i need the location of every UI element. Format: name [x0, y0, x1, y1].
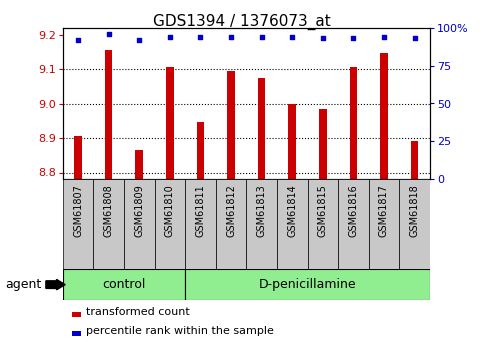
Text: GSM61807: GSM61807: [73, 184, 83, 237]
Text: GSM61817: GSM61817: [379, 184, 389, 237]
Point: [227, 34, 235, 39]
Bar: [288, 104, 296, 179]
Bar: [338, 179, 369, 269]
Text: GSM61814: GSM61814: [287, 184, 297, 237]
Text: GSM61813: GSM61813: [256, 184, 267, 237]
Text: agent: agent: [5, 278, 41, 291]
Bar: [216, 179, 246, 269]
Bar: [277, 179, 308, 269]
Bar: [135, 150, 143, 179]
Text: D-penicillamine: D-penicillamine: [259, 278, 356, 291]
Bar: [105, 50, 113, 179]
Point: [411, 36, 418, 41]
Text: GSM61811: GSM61811: [196, 184, 205, 237]
Bar: [411, 141, 418, 179]
Bar: [399, 179, 430, 269]
Text: GSM61809: GSM61809: [134, 184, 144, 237]
Point: [197, 34, 204, 39]
Bar: [185, 269, 430, 300]
Text: GSM61812: GSM61812: [226, 184, 236, 237]
Text: GDS1394 / 1376073_at: GDS1394 / 1376073_at: [153, 14, 330, 30]
Bar: [319, 109, 327, 179]
Point: [288, 34, 296, 39]
Bar: [350, 67, 357, 179]
Point: [258, 34, 266, 39]
Bar: [63, 269, 185, 300]
Bar: [185, 179, 216, 269]
Text: transformed count: transformed count: [86, 307, 190, 317]
Bar: [246, 179, 277, 269]
Point: [166, 34, 174, 39]
Bar: [380, 53, 388, 179]
Bar: [124, 179, 155, 269]
Bar: [308, 179, 338, 269]
Text: GSM61818: GSM61818: [410, 184, 420, 237]
Point: [74, 37, 82, 42]
Bar: [166, 67, 174, 179]
Text: GSM61808: GSM61808: [104, 184, 114, 237]
Bar: [227, 71, 235, 179]
Point: [350, 36, 357, 41]
Text: GSM61816: GSM61816: [348, 184, 358, 237]
Text: GSM61810: GSM61810: [165, 184, 175, 237]
Bar: [369, 179, 399, 269]
Bar: [63, 179, 93, 269]
Point: [105, 31, 113, 37]
Text: GSM61815: GSM61815: [318, 184, 328, 237]
Bar: [93, 179, 124, 269]
Bar: [74, 136, 82, 179]
Point: [380, 34, 388, 39]
Bar: [258, 78, 266, 179]
Point: [135, 37, 143, 42]
Bar: [197, 122, 204, 179]
Text: control: control: [102, 278, 146, 291]
Bar: [155, 179, 185, 269]
Point: [319, 36, 327, 41]
Text: percentile rank within the sample: percentile rank within the sample: [86, 326, 274, 336]
